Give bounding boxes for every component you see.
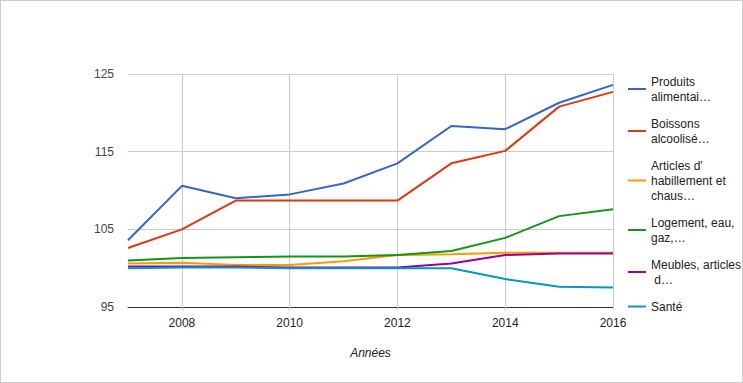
svg-text:Années: Années bbox=[349, 346, 391, 360]
svg-text:alcoolisé…: alcoolisé… bbox=[651, 132, 710, 146]
svg-text:2016: 2016 bbox=[600, 316, 627, 330]
svg-text:d…: d… bbox=[651, 273, 673, 287]
svg-text:115: 115 bbox=[95, 145, 114, 159]
svg-text:Produits: Produits bbox=[651, 75, 698, 89]
svg-text:Logement, eau,: Logement, eau, bbox=[651, 216, 738, 230]
svg-text:Santé: Santé bbox=[651, 300, 683, 314]
svg-text:95: 95 bbox=[101, 300, 115, 314]
svg-text:gaz,…: gaz,… bbox=[651, 231, 686, 245]
svg-text:105: 105 bbox=[94, 222, 114, 236]
svg-text:chaus…: chaus… bbox=[651, 189, 695, 203]
svg-text:2010: 2010 bbox=[276, 316, 303, 330]
svg-text:habillement et: habillement et bbox=[651, 174, 729, 188]
svg-text:125: 125 bbox=[94, 67, 114, 81]
svg-text:2014: 2014 bbox=[492, 316, 519, 330]
svg-text:alimentai…: alimentai… bbox=[651, 90, 711, 104]
svg-text:Meubles, articles: Meubles, articles bbox=[651, 258, 741, 272]
svg-text:Articles d': Articles d' bbox=[651, 159, 706, 173]
svg-text:2012: 2012 bbox=[384, 316, 411, 330]
svg-text:Boissons: Boissons bbox=[651, 117, 703, 131]
svg-text:2008: 2008 bbox=[169, 316, 196, 330]
